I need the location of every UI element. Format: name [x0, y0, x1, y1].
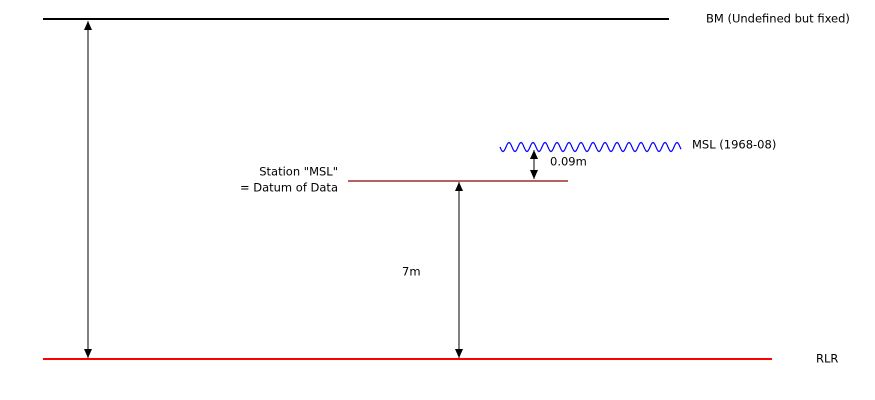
msl-wave-line — [499, 141, 682, 153]
rlr-label: RLR — [816, 352, 838, 366]
bm-label: BM (Undefined but fixed) — [706, 12, 850, 26]
station-label-line2: = Datum of Data — [240, 181, 338, 195]
msl-label: MSL (1968-08) — [692, 138, 776, 152]
msl-offset-label: 0.09m — [550, 155, 587, 169]
station-label-line1: Station "MSL" — [259, 165, 338, 179]
station-to-rlr-label: 7m — [402, 265, 421, 279]
